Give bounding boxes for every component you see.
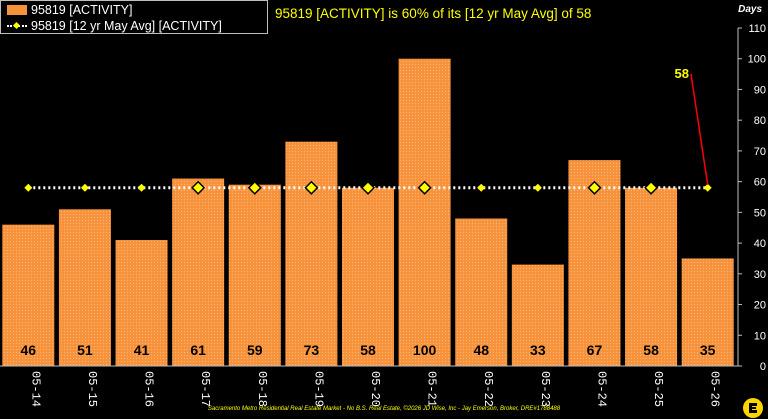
y-tick-label-30: 30 — [754, 269, 766, 281]
data-label-05-17: 61 — [190, 342, 206, 358]
data-label-05-25: 58 — [643, 342, 659, 358]
x-tick-label-05-23: 05-23 — [538, 371, 552, 407]
bar-05-15 — [58, 209, 111, 366]
headline: 95819 [ACTIVITY] is 60% of its [12 yr Ma… — [275, 6, 592, 21]
data-label-05-23: 33 — [530, 342, 546, 358]
x-tick-label-05-20: 05-20 — [368, 371, 382, 407]
bar-05-19 — [285, 141, 338, 366]
y-tick-label-0: 0 — [760, 361, 766, 373]
y-tick-label-50: 50 — [754, 207, 766, 219]
bar-05-17 — [172, 178, 225, 366]
data-label-05-19: 73 — [304, 342, 320, 358]
y-axis-label: Days — [738, 4, 762, 15]
legend-item-avg: 95819 [12 yr May Avg] [ACTIVITY] — [7, 18, 222, 34]
data-label-05-24: 67 — [587, 342, 603, 358]
avg-marker-05-14 — [24, 183, 33, 192]
bar-05-26 — [681, 258, 734, 366]
logo-icon — [743, 398, 763, 418]
data-label-05-21: 100 — [413, 342, 437, 358]
x-tick-label-05-19: 05-19 — [311, 371, 325, 407]
bar-05-16 — [115, 240, 168, 366]
y-tick-label-80: 80 — [754, 115, 766, 127]
legend-label-avg: 95819 [12 yr May Avg] [ACTIVITY] — [31, 19, 222, 33]
footer-credit: Sacramento Metro Residential Real Estate… — [207, 406, 561, 412]
avg-marker-05-17 — [191, 180, 206, 195]
avg-marker-05-16 — [137, 183, 146, 192]
bar-05-21 — [398, 58, 451, 367]
bar-05-18 — [228, 184, 281, 366]
y-tick-label-60: 60 — [754, 177, 766, 189]
data-label-05-20: 58 — [360, 342, 376, 358]
bar-05-20 — [342, 187, 394, 366]
legend-label-activity: 95819 [ACTIVITY] — [31, 3, 133, 17]
y-tick-label-20: 20 — [754, 300, 766, 312]
avg-marker-05-19 — [304, 180, 319, 195]
x-tick-label-05-15: 05-15 — [85, 371, 99, 407]
legend-line-swatch — [7, 21, 27, 31]
legend: 95819 [ACTIVITY] 95819 [12 yr May Avg] [… — [0, 0, 268, 34]
bar-05-23 — [511, 264, 564, 366]
avg-marker-05-21 — [417, 180, 432, 195]
y-tick-label-70: 70 — [754, 146, 766, 158]
x-tick-label-05-14: 05-14 — [28, 371, 42, 407]
data-label-05-18: 59 — [247, 342, 263, 358]
y-tick-label-10: 10 — [754, 330, 766, 342]
data-label-05-22: 48 — [473, 342, 489, 358]
y-tick-label-110: 110 — [748, 23, 766, 35]
y-tick-label-100: 100 — [748, 54, 766, 66]
callout-leader — [690, 73, 709, 185]
bar-05-22 — [455, 218, 508, 366]
x-tick-label-05-22: 05-22 — [481, 371, 495, 407]
x-tick-label-05-25: 05-25 — [651, 371, 665, 407]
avg-marker-05-23 — [533, 183, 542, 192]
bar-05-14 — [2, 224, 55, 366]
avg-marker-05-26 — [703, 183, 712, 192]
avg-marker-05-18 — [247, 180, 262, 195]
x-tick-label-05-21: 05-21 — [425, 371, 439, 407]
avg-marker-05-25 — [644, 180, 659, 195]
y-tick-label-40: 40 — [754, 238, 766, 250]
y-tick-label-90: 90 — [754, 84, 766, 96]
data-label-05-15: 51 — [77, 342, 93, 358]
bar-05-25 — [625, 187, 678, 366]
x-tick-label-05-26: 05-26 — [708, 371, 722, 407]
avg-marker-05-20 — [360, 180, 376, 195]
legend-item-activity: 95819 [ACTIVITY] — [7, 2, 132, 18]
avg-marker-05-24 — [587, 180, 602, 195]
data-label-05-26: 35 — [700, 342, 716, 358]
avg-marker-05-15 — [80, 183, 89, 192]
x-tick-label-05-18: 05-18 — [255, 371, 269, 407]
data-label-05-14: 46 — [21, 342, 37, 358]
avg-marker-05-22 — [477, 183, 486, 192]
x-tick-label-05-17: 05-17 — [198, 371, 212, 407]
legend-bar-swatch — [7, 5, 27, 15]
x-tick-label-05-16: 05-16 — [142, 371, 156, 407]
data-label-05-16: 41 — [134, 342, 150, 358]
callout-label: 58 — [675, 66, 689, 81]
x-tick-label-05-24: 05-24 — [594, 371, 608, 407]
